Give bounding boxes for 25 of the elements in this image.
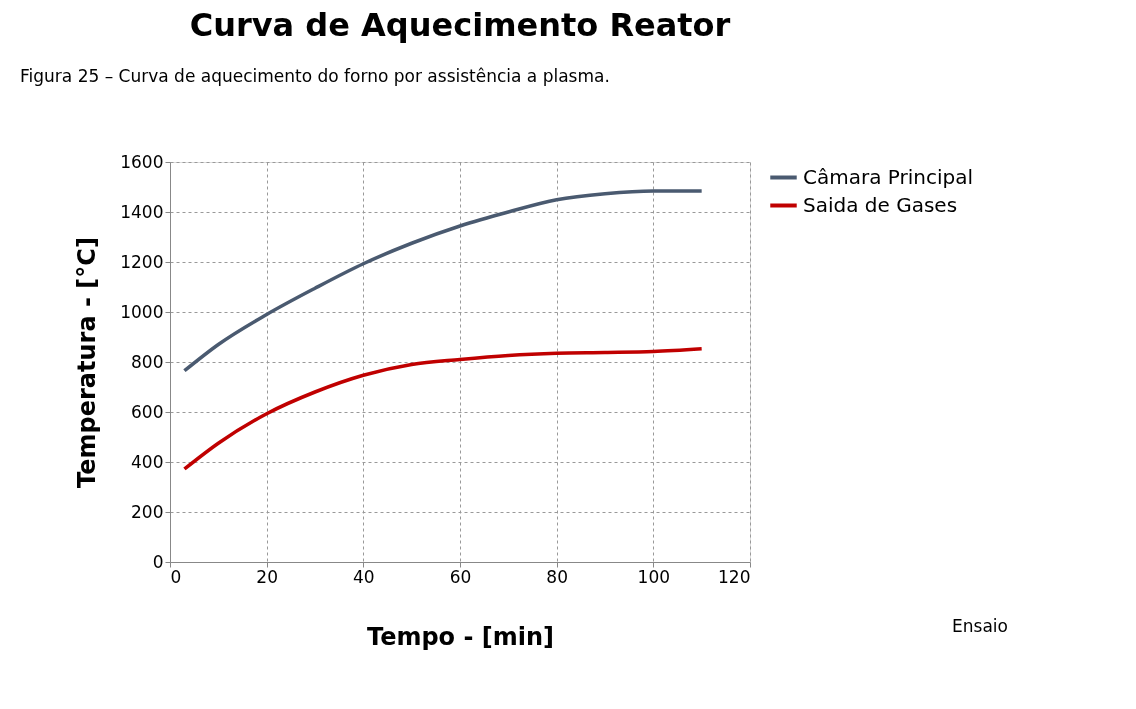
- x-tick-label: 60: [449, 566, 472, 587]
- text: Figura 25 – Curva de aquecimento do forno por assistência a plasma.: [20, 66, 610, 86]
- text: Ensaio: [952, 616, 1008, 636]
- y-tick-label: 1600: [120, 151, 164, 172]
- x-tick-label: 0: [170, 566, 182, 587]
- x-tick-label: 20: [256, 566, 278, 587]
- line-series: [182, 347, 704, 471]
- y-tick-label: 1400: [120, 201, 164, 222]
- y-tick-label: 400: [131, 451, 164, 472]
- y-tick-label: 0: [152, 551, 164, 572]
- x-tick-label: 40: [353, 566, 375, 587]
- chart-title: Curva de Aquecimento Reator: [189, 6, 731, 44]
- x-tick-label: 120: [718, 566, 751, 587]
- legend-label: Saida de Gases: [803, 192, 958, 217]
- y-axis-title: Temperatura - [°C]: [73, 237, 102, 488]
- y-tick-label: 200: [131, 501, 164, 522]
- line-series: [182, 189, 704, 373]
- y-tick-label: 1200: [120, 251, 164, 272]
- legend-label: Câmara Principal: [803, 164, 974, 189]
- x-tick-label: 80: [546, 566, 568, 587]
- y-tick-label: 800: [131, 351, 164, 372]
- y-tick-label: 600: [131, 401, 164, 422]
- y-tick-label: 1000: [120, 301, 164, 322]
- x-axis-title: Tempo - [min]: [366, 622, 555, 651]
- x-tick-label: 100: [637, 566, 671, 587]
